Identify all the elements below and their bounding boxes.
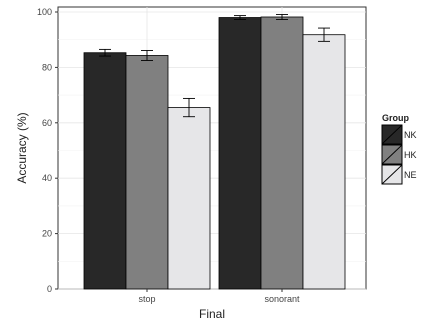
y-axis-title: Accuracy (%)	[15, 112, 29, 183]
y-tick-label: 20	[42, 229, 52, 239]
legend-title: Group	[382, 113, 409, 123]
legend-label-nk: NK	[404, 130, 417, 140]
legend-key-slash	[381, 144, 403, 165]
legend-key-slash	[381, 124, 403, 145]
y-tick-label: 60	[42, 118, 52, 128]
x-tick-label: stop	[138, 294, 155, 304]
legend: Group NK HK NE	[381, 113, 417, 185]
bar-hk-stop	[125, 55, 169, 290]
error-bars	[99, 14, 330, 118]
x-axis: stop sonorant	[138, 289, 300, 304]
legend-key-slash	[381, 164, 403, 185]
y-tick-label: 80	[42, 62, 52, 72]
y-tick-label: 0	[47, 284, 52, 294]
x-axis-title: Final	[199, 307, 225, 321]
legend-label-ne: NE	[404, 170, 417, 180]
bar-nk-sonorant	[218, 17, 262, 290]
bars	[83, 16, 346, 290]
legend-label-hk: HK	[404, 150, 417, 160]
x-tick-label: sonorant	[264, 294, 300, 304]
bar-ne-sonorant	[302, 34, 346, 290]
bar-hk-sonorant	[260, 16, 304, 290]
bar-nk-stop	[83, 52, 127, 290]
y-tick-label: 100	[37, 7, 52, 17]
y-axis: 0 20 40 60 80 100	[37, 7, 58, 294]
bar-ne-stop	[167, 107, 211, 290]
y-tick-label: 40	[42, 173, 52, 183]
